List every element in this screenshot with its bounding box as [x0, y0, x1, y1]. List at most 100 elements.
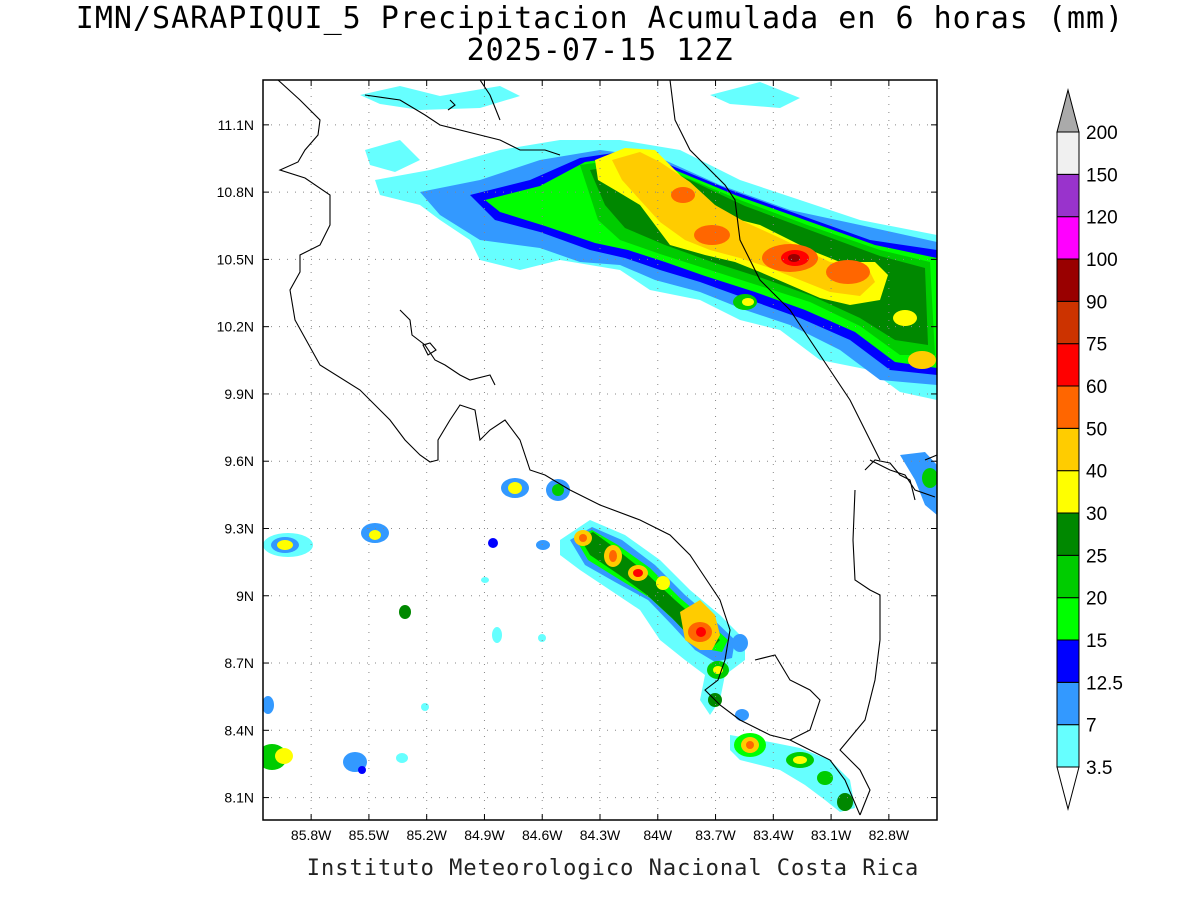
rain-cell: [399, 605, 411, 619]
rain-core: [633, 569, 643, 577]
rain-cell: [746, 741, 754, 749]
rain-cell: [396, 753, 408, 763]
longitude-labels: 85.8W 85.5W 85.2W 84.9W 84.6W 84.3W 84W 83.7W 83…: [291, 80, 910, 843]
rain-core: [656, 576, 670, 590]
colorbar-segment: [1056, 300, 1080, 345]
colorbar-segment: [1056, 724, 1080, 768]
colorbar-level-label: 7: [1086, 716, 1097, 737]
colorbar-segment: [1056, 554, 1080, 599]
rain-core: [694, 225, 730, 245]
lat-tick-label: 11.1N: [218, 117, 254, 133]
rain-cell: [488, 538, 498, 548]
colorbar-level-label: 20: [1086, 589, 1107, 610]
colorbar-under-triangle: [1056, 766, 1080, 811]
lon-tick-label: 83.7W: [695, 827, 736, 843]
colorbar-segment: [1056, 173, 1080, 218]
map-subtitle: 2025-07-15 12Z: [466, 33, 734, 68]
lat-tick-label: 8.1N: [224, 790, 254, 806]
lon-tick-label: 85.5W: [349, 827, 390, 843]
rain-core: [609, 550, 617, 562]
lat-tick-label: 9N: [236, 588, 254, 604]
colorbar-segment: [1056, 512, 1080, 556]
rain-cell: [900, 452, 937, 515]
colorbar-level-label: 25: [1086, 546, 1107, 567]
lon-tick-label: 83.4W: [753, 827, 794, 843]
lat-tick-label: 9.3N: [224, 520, 254, 536]
colorbar-level-label: 200: [1086, 123, 1118, 144]
rain-cell: [492, 627, 502, 643]
map-title: IMN/SARAPIQUI_5 Precipitacion Acumulada …: [75, 1, 1125, 36]
colorbar-level-label: 120: [1086, 208, 1118, 229]
rain-cell: [817, 771, 833, 785]
colorbar-segment: [1056, 639, 1080, 683]
rain-core: [788, 254, 800, 262]
colorbar-level-label: 75: [1086, 335, 1107, 356]
rain-cell: [421, 703, 429, 711]
graticule: [263, 80, 937, 820]
rain-core: [826, 260, 870, 284]
lon-tick-label: 85.2W: [406, 827, 447, 843]
rain-cell: [837, 793, 853, 811]
colorbar-segment: [1056, 597, 1080, 641]
lon-tick-label: 84.9W: [464, 827, 505, 843]
rain-band-north: [365, 140, 420, 172]
rain-cell: [538, 634, 546, 642]
colorbar-legend: 3.5 7 12.5 15 20 25 30 40 50 60 75 90 100 120 150 200: [1056, 88, 1123, 811]
colorbar-segment: [1056, 216, 1080, 260]
latitude-labels: 11.1N 10.8N 10.5N 10.2N 9.9N 9.6N 9.3N 9N 8.7N 8.…: [217, 117, 937, 806]
lon-tick-label: 84.6W: [522, 827, 563, 843]
colorbar-level-label: 50: [1086, 419, 1107, 440]
lon-tick-label: 84W: [643, 827, 673, 843]
footer-credit: Instituto Meteorologico Nacional Costa R…: [306, 856, 920, 881]
rain-band-north: [360, 86, 520, 110]
coastline: [277, 80, 937, 816]
colorbar-segment: [1056, 427, 1080, 472]
rain-cell: [893, 310, 917, 326]
rain-cell: [508, 482, 522, 494]
rain-core: [671, 187, 695, 203]
colorbar-level-label: 15: [1086, 631, 1107, 652]
rain-cell: [552, 484, 564, 496]
rain-cell: [793, 756, 807, 764]
colorbar-segment: [1056, 343, 1080, 387]
lon-tick-label: 85.8W: [291, 827, 332, 843]
colorbar-segment: [1056, 470, 1080, 514]
lat-tick-label: 9.6N: [224, 453, 254, 469]
rain-cell: [742, 298, 754, 306]
lon-tick-label: 83.1W: [811, 827, 852, 843]
colorbar-segment: [1056, 258, 1080, 302]
lat-tick-label: 9.9N: [224, 386, 254, 402]
colorbar-segment: [1056, 681, 1080, 726]
colorbar-level-label: 60: [1086, 377, 1107, 398]
rain-cell: [275, 748, 293, 764]
rain-cell: [277, 540, 293, 550]
colorbar-level-label: 40: [1086, 462, 1107, 483]
colorbar-level-label: 90: [1086, 292, 1107, 313]
lat-tick-label: 10.5N: [217, 251, 254, 267]
rain-band-pacific: [730, 735, 855, 812]
colorbar-level-label: 30: [1086, 504, 1107, 525]
colorbar-segment: [1056, 385, 1080, 429]
rain-cell: [732, 634, 748, 652]
rain-cell: [481, 577, 489, 583]
rain-cell: [908, 351, 936, 369]
rain-cell: [735, 709, 749, 721]
lon-tick-label: 84.3W: [580, 827, 621, 843]
precipitation-field: [263, 82, 937, 812]
rain-cell: [358, 766, 366, 774]
rain-cell: [369, 530, 381, 540]
rain-core: [696, 627, 706, 637]
rain-core: [579, 534, 587, 542]
lat-tick-label: 8.4N: [224, 722, 254, 738]
rain-cell: [536, 540, 550, 550]
lat-tick-label: 10.2N: [217, 319, 254, 335]
colorbar-over-triangle: [1056, 88, 1080, 133]
rain-cell: [263, 696, 274, 714]
rain-cell: [922, 468, 937, 488]
colorbar-level-label: 3.5: [1086, 758, 1112, 779]
lat-tick-label: 8.7N: [224, 655, 254, 671]
colorbar-level-label: 100: [1086, 250, 1118, 271]
lon-tick-label: 82.8W: [869, 827, 910, 843]
colorbar-level-label: 150: [1086, 165, 1118, 186]
